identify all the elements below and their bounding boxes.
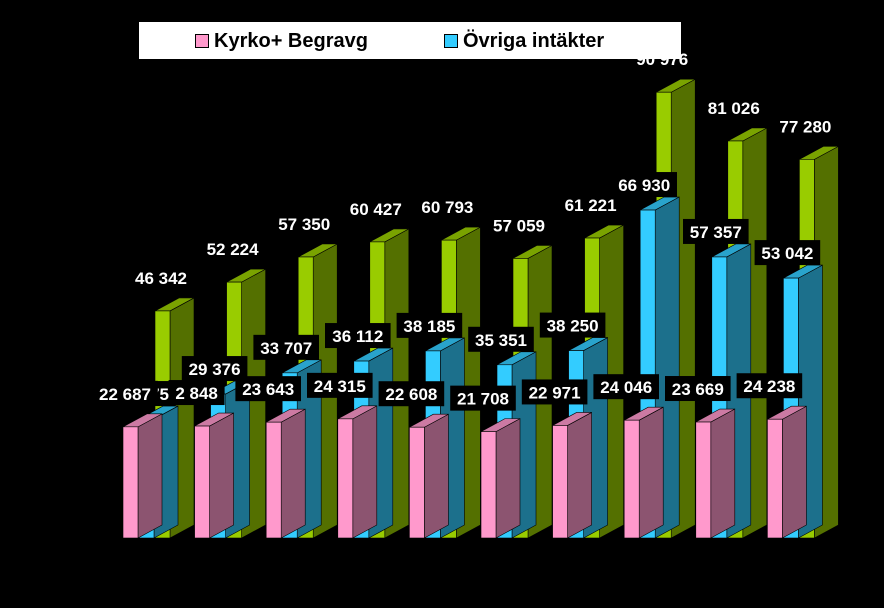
- data-label-s1-7-box: [611, 172, 677, 198]
- legend-swatch-ovriga: [444, 34, 458, 48]
- data-label-s2-1: 52 224: [207, 240, 260, 259]
- data-label-s0-1-box: [168, 380, 225, 406]
- data-label-s0-7-box: [593, 374, 659, 400]
- bar-side-s0-6: [567, 411, 592, 539]
- data-label-s2-0: 46 342: [135, 269, 187, 288]
- data-label-s0-6-box: [521, 379, 588, 405]
- data-label-s1-2-box: [253, 334, 319, 360]
- data-label-s1-2: 33 707: [260, 339, 312, 358]
- data-label-s1-5: 35 351: [475, 331, 527, 350]
- data-label-s0-2: 23 643: [242, 380, 294, 399]
- data-label-s1-9: 53 042: [761, 244, 813, 263]
- bar-side-s0-1: [209, 412, 234, 539]
- data-label-s0-4-box: [378, 381, 445, 407]
- data-label-s2-8: 81 026: [708, 99, 760, 118]
- bar-side-s0-5: [495, 418, 521, 539]
- bar-side-s0-2: [280, 408, 306, 539]
- bar-s0-0: [122, 426, 139, 539]
- data-label-s2-4: 60 793: [421, 198, 473, 217]
- legend-label-ovriga: Övriga intäkter: [463, 29, 605, 52]
- data-label-s0-3: 24 315: [314, 377, 366, 396]
- bar-s0-3: [337, 418, 354, 539]
- bar-s0-4: [409, 426, 425, 539]
- data-label-s1-8-box: [683, 218, 749, 244]
- data-label-s0-9-box: [736, 373, 803, 399]
- data-label-s1-8: 57 357: [690, 223, 742, 242]
- data-label-s0-8-box: [665, 376, 731, 402]
- data-label-s2-5: 57 059: [493, 216, 545, 235]
- bar-side-s0-0: [137, 413, 163, 539]
- legend-label-kyrko: Kyrko+ Begravg: [214, 29, 368, 52]
- data-label-s0-0-box: [92, 380, 158, 406]
- data-label-s1-3-box: [325, 323, 391, 349]
- bar-s0-8: [695, 421, 712, 539]
- data-label-s1-6: 38 250: [547, 317, 599, 336]
- data-label-s0-5: 21 708: [457, 390, 509, 409]
- data-label-s0-9: 24 238: [743, 377, 795, 396]
- legend-item-ovriga-intakter: Övriga intäkter: [444, 30, 604, 52]
- bar-side-s0-4: [424, 413, 449, 539]
- data-label-s1-5-box: [468, 326, 534, 352]
- data-label-s0-4: 22 608: [385, 385, 437, 404]
- data-label-s0-5-box: [450, 385, 516, 411]
- bar-side-s0-3: [352, 405, 378, 539]
- data-label-s1-4: 38 185: [403, 317, 455, 336]
- data-label-s2-6: 61 221: [565, 196, 617, 215]
- data-label-s1-9-box: [754, 240, 821, 266]
- bar-s0-1: [194, 425, 210, 539]
- data-label-s1-1: 29 376: [189, 360, 241, 379]
- data-label-s1-4-box: [396, 312, 463, 338]
- bar-s0-9: [767, 418, 783, 539]
- data-label-s2-3: 60 427: [350, 200, 402, 219]
- data-label-s0-0: 22 687: [99, 385, 151, 404]
- legend-item-kyrko-begravg: Kyrko+ Begravg: [195, 30, 368, 52]
- data-label-s0-7: 24 046: [600, 378, 652, 397]
- bar-side-s0-8: [710, 408, 736, 539]
- bar-side-s0-9: [782, 405, 807, 539]
- data-label-s2-9: 77 280: [779, 117, 831, 136]
- bar-s0-7: [623, 419, 640, 539]
- bar-s0-2: [265, 421, 282, 539]
- legend-swatch-kyrko: [195, 34, 209, 48]
- data-label-s1-6-box: [539, 312, 606, 338]
- data-label-s0-2-box: [235, 376, 301, 402]
- legend: Kyrko+ Begravg Övriga intäkter: [139, 22, 681, 59]
- data-label-s0-8: 23 669: [672, 380, 724, 399]
- data-label-s0-1: 2 848: [175, 384, 218, 403]
- data-label-s1-7: 66 930: [618, 176, 670, 195]
- data-label-s2-2: 57 350: [278, 215, 330, 234]
- data-label-s0-3-box: [307, 372, 373, 398]
- bar-s0-5: [480, 431, 497, 539]
- bar-s0-6: [552, 425, 568, 539]
- data-label-s1-3: 36 112: [332, 327, 383, 346]
- bar-side-s0-7: [638, 406, 664, 539]
- data-label-s0-6: 22 971: [529, 383, 581, 402]
